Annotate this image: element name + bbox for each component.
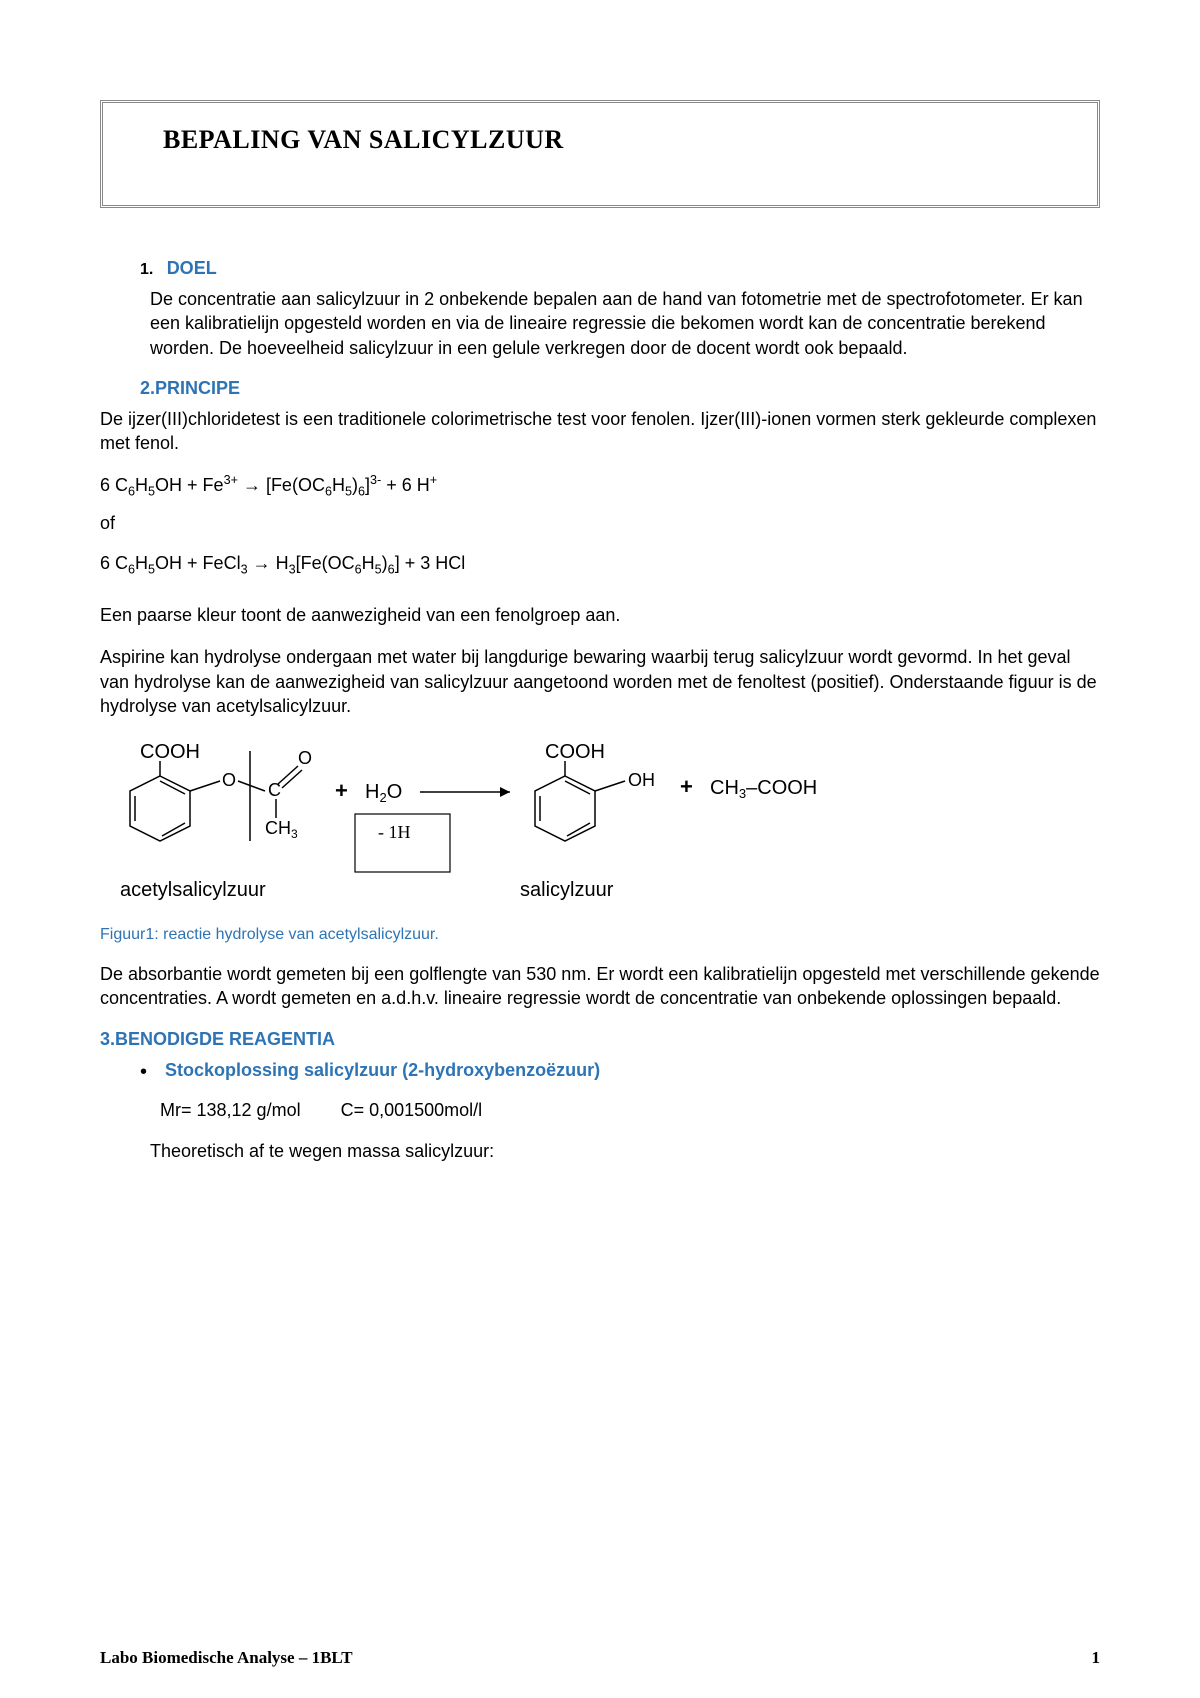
benzene-hexagon-2: [535, 776, 595, 841]
bullet-dot-icon: •: [140, 1062, 147, 1082]
section-2-p2: Een paarse kleur toont de aanwezigheid v…: [100, 603, 1100, 627]
eq-text: → H: [248, 553, 289, 573]
section-2-head: PRINCIPE: [155, 378, 240, 398]
page-footer: Labo Biomedische Analyse – 1BLT 1: [100, 1648, 1100, 1668]
eq-text: H: [135, 475, 148, 495]
eq-sub: 5: [148, 485, 155, 499]
eq-text: OH + Fe: [155, 475, 224, 495]
section-1-text: De concentratie aan salicylzuur in 2 onb…: [150, 287, 1100, 360]
benzene-hexagon: [130, 776, 190, 841]
eq-sub: 6: [388, 563, 395, 577]
bullet-stock: • Stockoplossing salicylzuur (2-hydroxyb…: [140, 1060, 1100, 1082]
figure-caption: Figuur1: reactie hydrolyse van acetylsal…: [100, 926, 1100, 944]
document-page: BEPALING VAN SALICYLZUUR 1. DOEL De conc…: [0, 0, 1200, 1698]
eq-sub: 5: [375, 563, 382, 577]
section-1-num: 1.: [140, 261, 153, 278]
eq-text: + 6 H: [381, 475, 430, 495]
mr-value: Mr= 138,12 g/mol: [160, 1100, 301, 1120]
section-2-p4: De absorbantie wordt gemeten bij een gol…: [100, 962, 1100, 1011]
reaction-diagram: COOH O C O CH3 + H2O - 1H COOH: [100, 736, 1000, 916]
section-2-header: 2.PRINCIPE: [140, 378, 1100, 399]
fig-cooh1: COOH: [140, 741, 200, 763]
eq-sub: 3: [289, 563, 296, 577]
eq-sub: 6: [128, 485, 135, 499]
section-2-p3: Aspirine kan hydrolyse ondergaan met wat…: [100, 645, 1100, 718]
eq-text: ] + 3 HCl: [395, 553, 466, 573]
fig-oh: OH: [628, 770, 655, 790]
eq-sub: 5: [345, 485, 352, 499]
eq-text: → [Fe(OC: [238, 475, 325, 495]
mr-row: Mr= 138,12 g/mol C= 0,001500mol/l: [160, 1100, 1100, 1121]
eq-text: 6 C: [100, 553, 128, 573]
footer-left: Labo Biomedische Analyse – 1BLT: [100, 1648, 353, 1668]
fig-h2o: H2O: [365, 781, 402, 805]
eq-text: OH + FeCl: [155, 553, 241, 573]
fig-plus1: +: [335, 778, 348, 803]
equation-2: 6 C6H5OH + FeCl3 → H3[Fe(OC6H5)6] + 3 HC…: [100, 553, 1100, 577]
section-1-head: DOEL: [167, 258, 217, 278]
title-box: BEPALING VAN SALICYLZUUR: [100, 100, 1100, 208]
eq-sub: 6: [128, 563, 135, 577]
fig-cooh2: COOH: [545, 741, 605, 763]
fig-minus1h: - 1H: [378, 822, 411, 842]
bullet-label: Stockoplossing salicylzuur (2-hydroxyben…: [165, 1060, 600, 1081]
fig-o: O: [222, 770, 236, 790]
c-value: C= 0,001500mol/l: [341, 1100, 483, 1120]
fig-c-o: O: [298, 748, 312, 768]
eq-sub: 6: [325, 485, 332, 499]
section-3-num: 3.: [100, 1029, 115, 1049]
fig-name2: salicylzuur: [520, 879, 614, 901]
eq-text: H: [362, 553, 375, 573]
section-1-header: 1. DOEL: [140, 258, 1100, 279]
equation-1: 6 C6H5OH + Fe3+ → [Fe(OC6H5)6]3- + 6 H+: [100, 473, 1100, 499]
eq-text: 6 C: [100, 475, 128, 495]
eq-text: H: [135, 553, 148, 573]
section-3-head: BENODIGDE REAGENTIA: [115, 1029, 335, 1049]
theoretical-text: Theoretisch af te wegen massa salicylzuu…: [150, 1139, 1100, 1163]
eq-sub: 6: [358, 485, 365, 499]
eq-sub: 3: [241, 563, 248, 577]
eq-sub: 5: [148, 563, 155, 577]
footer-page-number: 1: [1092, 1648, 1101, 1668]
section-3-header: 3.BENODIGDE REAGENTIA: [100, 1029, 1100, 1050]
section-2-num: 2.: [140, 378, 155, 398]
fig-name1: acetylsalicylzuur: [120, 879, 266, 901]
eq-sup: 3+: [224, 473, 238, 487]
of-text: of: [100, 511, 1100, 535]
document-title: BEPALING VAN SALICYLZUUR: [163, 125, 1037, 155]
section-2-p1: De ijzer(III)chloridetest is een traditi…: [100, 407, 1100, 456]
eq-sup: +: [430, 473, 437, 487]
eq-text: [Fe(OC: [296, 553, 355, 573]
fig-product: CH3–COOH: [710, 777, 817, 801]
eq-text: H: [332, 475, 345, 495]
eq-sub: 6: [355, 563, 362, 577]
fig-plus2: +: [680, 774, 693, 799]
eq-sup: 3-: [370, 473, 381, 487]
fig-ch3: CH3: [265, 818, 298, 841]
